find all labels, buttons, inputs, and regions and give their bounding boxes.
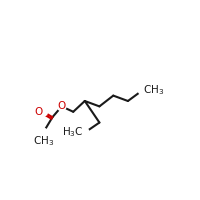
Text: O: O [34,107,42,117]
Text: CH$_3$: CH$_3$ [33,134,54,148]
Circle shape [80,128,89,137]
Circle shape [39,107,48,116]
Circle shape [57,102,66,111]
Text: O: O [58,101,66,111]
Circle shape [39,128,48,137]
Circle shape [138,86,147,95]
Text: CH$_3$: CH$_3$ [143,83,165,97]
Text: H$_3$C: H$_3$C [62,126,84,139]
